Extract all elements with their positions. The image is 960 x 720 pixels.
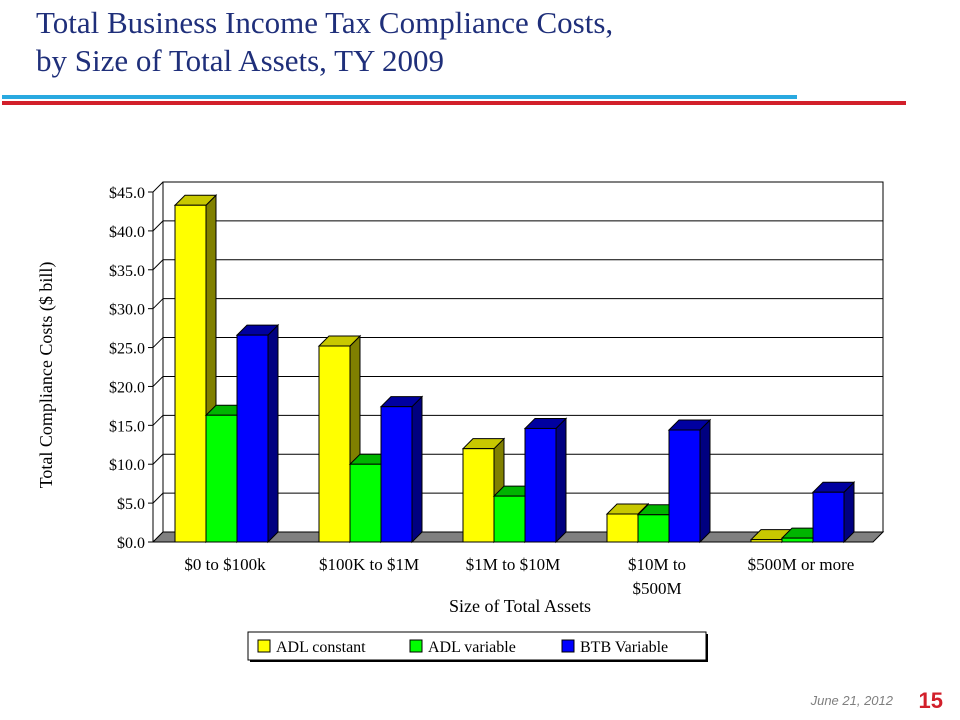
- bar-front-face: [637, 514, 670, 543]
- bar-front-face: [750, 539, 783, 543]
- gridline-depth: [152, 453, 164, 465]
- bar-side-face: [555, 417, 567, 544]
- x-tick-label: $500M or more: [748, 555, 855, 574]
- y-tick-label: $0.0: [117, 535, 145, 552]
- page-number: 15: [918, 688, 943, 713]
- bar-front-face: [236, 334, 269, 543]
- gridline-depth: [152, 337, 164, 348]
- title-rule-red: [2, 101, 906, 105]
- y-tick-label: $30.0: [109, 302, 145, 319]
- y-tick-label: $35.0: [109, 263, 145, 280]
- bar-front-face: [205, 414, 238, 543]
- chart-legend: ADL constant ADL variable BTB Variable: [247, 631, 708, 662]
- gridline-depth: [152, 220, 164, 232]
- x-axis-title: Size of Total Assets: [449, 596, 591, 616]
- y-tick-label: $25.0: [109, 341, 145, 358]
- bar-btb-variable: [379, 395, 424, 544]
- gridline-depth: [152, 259, 164, 271]
- legend-swatch: [561, 639, 575, 653]
- bar-front-face: [174, 204, 207, 543]
- y-tick-label: $40.0: [109, 224, 145, 241]
- chart-bars: [173, 194, 856, 544]
- y-tick-label: $5.0: [117, 496, 145, 513]
- bar-front-face: [524, 427, 557, 543]
- slide-title: Total Business Income Tax Compliance Cos…: [36, 4, 613, 80]
- bar-btb-variable: [811, 481, 856, 544]
- bar-side-face: [699, 418, 711, 544]
- legend-box: [247, 631, 707, 661]
- gridline-depth: [152, 376, 164, 387]
- x-tick-label: $500M: [632, 579, 681, 598]
- x-tick-label: $100K to $1M: [319, 555, 419, 574]
- gridline-depth: [152, 492, 164, 504]
- bar-front-face: [318, 345, 351, 543]
- gridline-depth: [152, 181, 164, 193]
- y-tick-label: $15.0: [109, 418, 145, 435]
- legend-swatch: [257, 639, 271, 653]
- x-tick-label: $10M to: [628, 555, 686, 574]
- y-axis-title: Total Compliance Costs ($ bill): [36, 262, 57, 489]
- bar-front-face: [606, 513, 639, 543]
- bar-front-face: [493, 495, 526, 543]
- legend-label: ADL constant: [276, 639, 366, 656]
- y-tick-label: $45.0: [109, 185, 145, 202]
- y-tick-label: $20.0: [109, 379, 145, 396]
- legend-label: ADL variable: [428, 639, 516, 656]
- bar-adl-constant: [317, 334, 362, 544]
- x-tick-label: $1M to $10M: [466, 555, 560, 574]
- slide-title-line-1: Total Business Income Tax Compliance Cos…: [36, 5, 614, 40]
- title-rule-blue: [2, 95, 797, 99]
- plot-back-wall: [162, 181, 884, 533]
- x-tick-label: $0 to $100k: [184, 555, 266, 574]
- bar-btb-variable: [523, 417, 568, 544]
- legend-swatch: [409, 639, 423, 653]
- bar-side-face: [267, 323, 279, 544]
- bar-btb-variable: [235, 323, 280, 544]
- bar-front-face: [462, 448, 495, 543]
- gridline-depth: [152, 414, 164, 426]
- bar-side-face: [411, 395, 423, 544]
- slide-title-line-2: by Size of Total Assets, TY 2009: [36, 43, 444, 78]
- bar-front-face: [349, 463, 382, 543]
- chart-labels: $0.0 $5.0 $10.0 $15.0 $20.0 $25.0 $30.0 $35.0 $4…: [109, 185, 854, 598]
- bar-front-face: [668, 429, 701, 543]
- bar-front-face: [380, 406, 413, 543]
- bar-front-face: [781, 537, 814, 543]
- y-tick-label: $10.0: [109, 457, 145, 474]
- footer-date: June 21, 2012: [810, 693, 893, 708]
- legend-label: BTB Variable: [580, 639, 668, 656]
- gridline-depth: [152, 298, 164, 310]
- bar-front-face: [812, 491, 845, 543]
- bar-btb-variable: [667, 418, 712, 544]
